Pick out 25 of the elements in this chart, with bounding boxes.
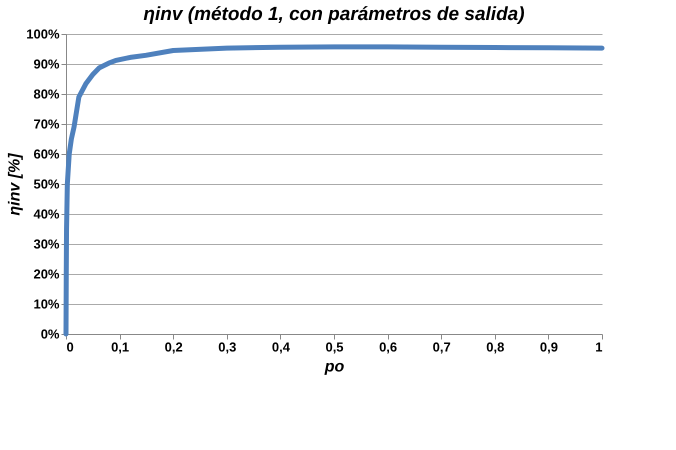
y-tick-label: 20%: [33, 266, 60, 282]
y-tick-label: 0%: [40, 326, 60, 342]
y-tick-label: 50%: [33, 176, 60, 192]
x-tick-label: 0,8: [486, 340, 504, 354]
x-tick-label: 0,6: [379, 340, 398, 354]
y-tick-label: 100%: [26, 26, 60, 42]
y-tick-label: 90%: [33, 56, 60, 72]
x-tick-label: 0,4: [272, 340, 291, 354]
x-tick-label: 0,1: [111, 340, 130, 354]
y-tick-label: 30%: [33, 236, 60, 252]
x-axis-title: po: [324, 358, 344, 376]
x-tick-label: 0,5: [325, 340, 344, 354]
y-tick-label: 70%: [33, 116, 60, 132]
y-tick-label: 40%: [33, 206, 60, 222]
y-axis-title: ηinv [%]: [6, 152, 24, 216]
x-tick-label: 0: [66, 340, 74, 354]
x-tick-label: 0,3: [218, 340, 236, 354]
y-tick-label: 60%: [33, 146, 60, 162]
chart-title: ηinv (método 1, con parámetros de salida): [143, 4, 525, 25]
y-tick-label: 10%: [33, 296, 60, 312]
y-tick-label: 80%: [33, 86, 60, 102]
x-tick-label: 1: [595, 340, 602, 354]
x-tick-label: 0,7: [432, 340, 451, 354]
x-tick-label: 0,2: [164, 340, 183, 354]
x-tick-label: 0,9: [540, 340, 558, 354]
